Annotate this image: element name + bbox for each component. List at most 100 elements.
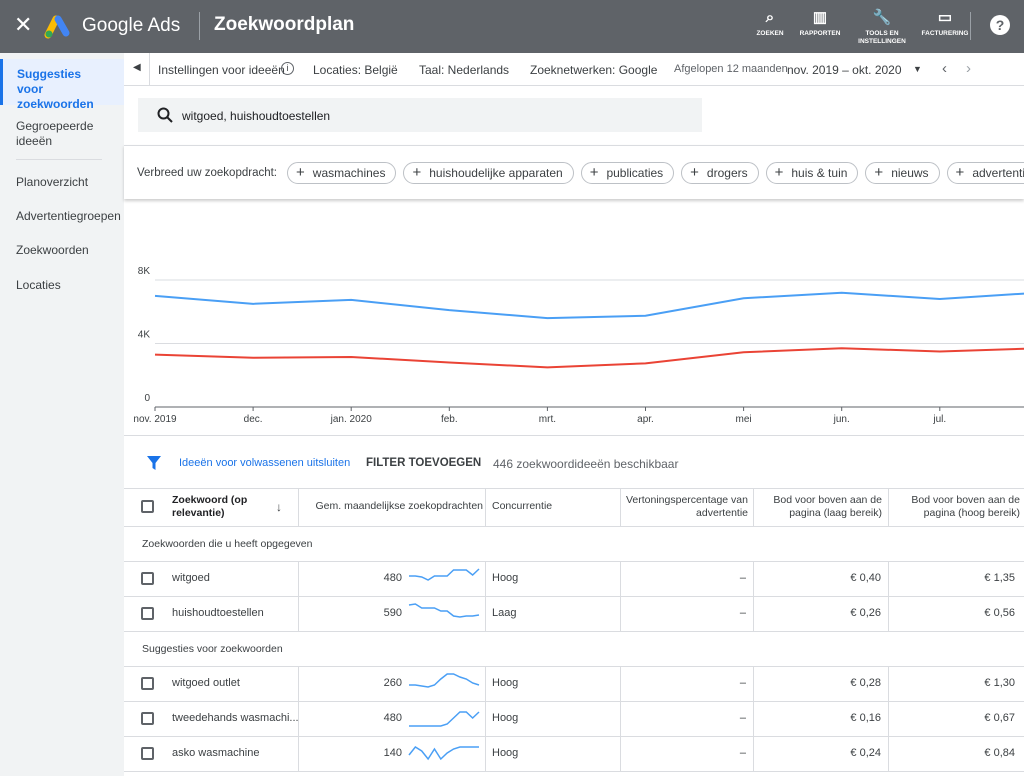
nav-item[interactable]: ▥ RAPPORTEN <box>790 8 850 38</box>
checkbox[interactable] <box>141 572 154 585</box>
competition: Hoog <box>492 747 519 759</box>
x-tick-label: mei <box>736 414 752 425</box>
search-box[interactable]: witgoed, huishoudtoestellen <box>138 98 702 132</box>
sidebar-item[interactable]: Advertentiegroepen <box>16 209 121 223</box>
bid-low: € 0,28 <box>850 677 881 689</box>
networks[interactable]: Zoeknetwerken: Google <box>530 63 658 77</box>
competition: Laag <box>492 607 517 619</box>
keyword: witgoed outlet <box>172 677 240 689</box>
row-border <box>124 666 1024 667</box>
row-border <box>124 526 1024 527</box>
trend-line <box>409 711 480 727</box>
column-divider <box>888 488 889 526</box>
column-divider <box>888 736 889 771</box>
sidebar-item[interactable]: Locaties <box>16 278 61 292</box>
nav-icon: 🔧 <box>872 9 892 26</box>
sidebar-item[interactable]: Planoverzicht <box>16 175 89 189</box>
nav-item[interactable]: ⌕ ZOEKEN <box>740 8 800 38</box>
trend-line <box>409 673 480 688</box>
add-filter[interactable]: FILTER TOEVOEGEN <box>366 457 482 469</box>
checkbox[interactable] <box>141 607 154 620</box>
column-divider <box>298 561 299 596</box>
column-divider <box>888 596 889 631</box>
x-tick-label: apr. <box>637 414 654 425</box>
filter-icon[interactable] <box>147 456 161 470</box>
x-tick-label: mrt. <box>539 414 556 425</box>
plus-icon: + <box>296 164 305 181</box>
column-header: Vertoningspercentage van advertentie <box>625 494 748 519</box>
locations[interactable]: Locaties: België <box>313 63 398 77</box>
column-header: Bod voor boven aan de pagina (hoog berei… <box>911 494 1020 519</box>
column-divider <box>485 736 486 771</box>
chip[interactable]: + drogers <box>681 161 759 184</box>
bid-low: € 0,26 <box>850 607 881 619</box>
column-divider <box>485 561 486 596</box>
period[interactable]: nov. 2019 – okt. 2020 <box>787 63 902 77</box>
sparkline <box>408 603 480 618</box>
group-header: Zoekwoorden die u heeft opgegeven <box>142 538 313 550</box>
checkbox[interactable] <box>141 500 154 513</box>
competition: Hoog <box>492 677 519 689</box>
settings-bar: ◀ Instellingen voor ideeën i Locaties: B… <box>124 53 1024 86</box>
keyword-table: Zoekwoord (op relevantie) Gem. maandelijk… <box>124 488 1024 776</box>
x-tick-label: jan. 2020 <box>330 414 373 425</box>
settings-link[interactable]: Instellingen voor ideeën <box>158 63 285 77</box>
y-tick-label: 8K <box>138 266 151 277</box>
next-arrow[interactable]: › <box>966 60 971 77</box>
x-tick-label: feb. <box>441 414 458 425</box>
competition: Hoog <box>492 572 519 584</box>
column-divider <box>753 488 754 526</box>
checkbox[interactable] <box>141 712 154 725</box>
page-title: Zoekwoordplan <box>214 14 355 35</box>
sparkline <box>409 568 480 581</box>
chip-list: + wasmachines + huishoudelijke apparaten + pu… <box>287 161 1024 184</box>
sidebar-item[interactable]: Zoekwoorden <box>16 243 89 257</box>
row-border <box>124 631 1024 632</box>
x-tick-label: dec. <box>244 414 263 425</box>
plus-icon: + <box>955 164 965 181</box>
sparkline <box>409 711 480 727</box>
filter-bar: Ideeën voor volwassenen uitsluiten FILTE… <box>124 435 1024 488</box>
chip[interactable]: + advertenties <box>946 161 1024 184</box>
column-divider <box>620 736 621 771</box>
column-header[interactable]: Zoekwoord (op relevantie) <box>172 494 248 519</box>
nav-item[interactable]: 🔧 TOOLS EN INSTELLINGEN <box>852 8 912 46</box>
series-line <box>154 347 1024 369</box>
bid-high: € 0,56 <box>984 607 1015 619</box>
sidebar-item[interactable]: Gegroepeerde ideeën <box>16 119 94 148</box>
chip-label: drogers <box>706 165 748 180</box>
column-divider <box>620 596 621 631</box>
sort-arrow[interactable]: ↓ <box>276 500 282 514</box>
bid-high: € 1,30 <box>984 677 1015 689</box>
close-button[interactable]: ✕ <box>14 12 33 37</box>
prev-arrow[interactable]: ‹ <box>942 60 947 77</box>
column-divider <box>298 488 299 526</box>
sparkline <box>408 746 479 761</box>
chip[interactable]: + publicaties <box>580 161 675 184</box>
adult-filter[interactable]: Ideeën voor volwassenen uitsluiten <box>179 457 351 469</box>
sidebar: Suggesties voor zoekwoorden Gegroepeerde … <box>0 53 124 776</box>
broaden-label: Verbreed uw zoekopdracht: <box>137 166 278 179</box>
column-divider <box>620 701 621 736</box>
plus-icon: + <box>412 164 422 181</box>
chip-label: huishoudelijke apparaten <box>429 165 563 180</box>
collapse-arrow[interactable]: ◀ <box>133 62 141 73</box>
chip[interactable]: + wasmachines <box>287 161 397 184</box>
chip[interactable]: + huis & tuin <box>765 161 859 184</box>
sidebar-item[interactable]: Suggesties voor zoekwoorden <box>0 59 124 111</box>
y-tick-label: 0 <box>144 393 150 404</box>
nav-item[interactable]: ▭ FACTURERING <box>915 8 975 38</box>
group-header: Suggesties voor zoekwoorden <box>142 643 283 655</box>
searches: 140 <box>383 747 402 759</box>
column-divider <box>485 596 486 631</box>
dropdown-arrow[interactable]: ▼ <box>913 64 922 74</box>
search-text: witgoed, huishoudtoestellen <box>182 109 331 123</box>
help-button[interactable]: ? <box>990 15 1010 35</box>
keyword: witgoed <box>172 572 210 584</box>
checkbox[interactable] <box>141 677 154 690</box>
chip[interactable]: + nieuws <box>865 161 940 184</box>
language[interactable]: Taal: Nederlands <box>419 63 510 77</box>
checkbox[interactable] <box>141 747 154 760</box>
chip[interactable]: + huishoudelijke apparaten <box>403 161 574 184</box>
impression-share: – <box>739 747 746 759</box>
